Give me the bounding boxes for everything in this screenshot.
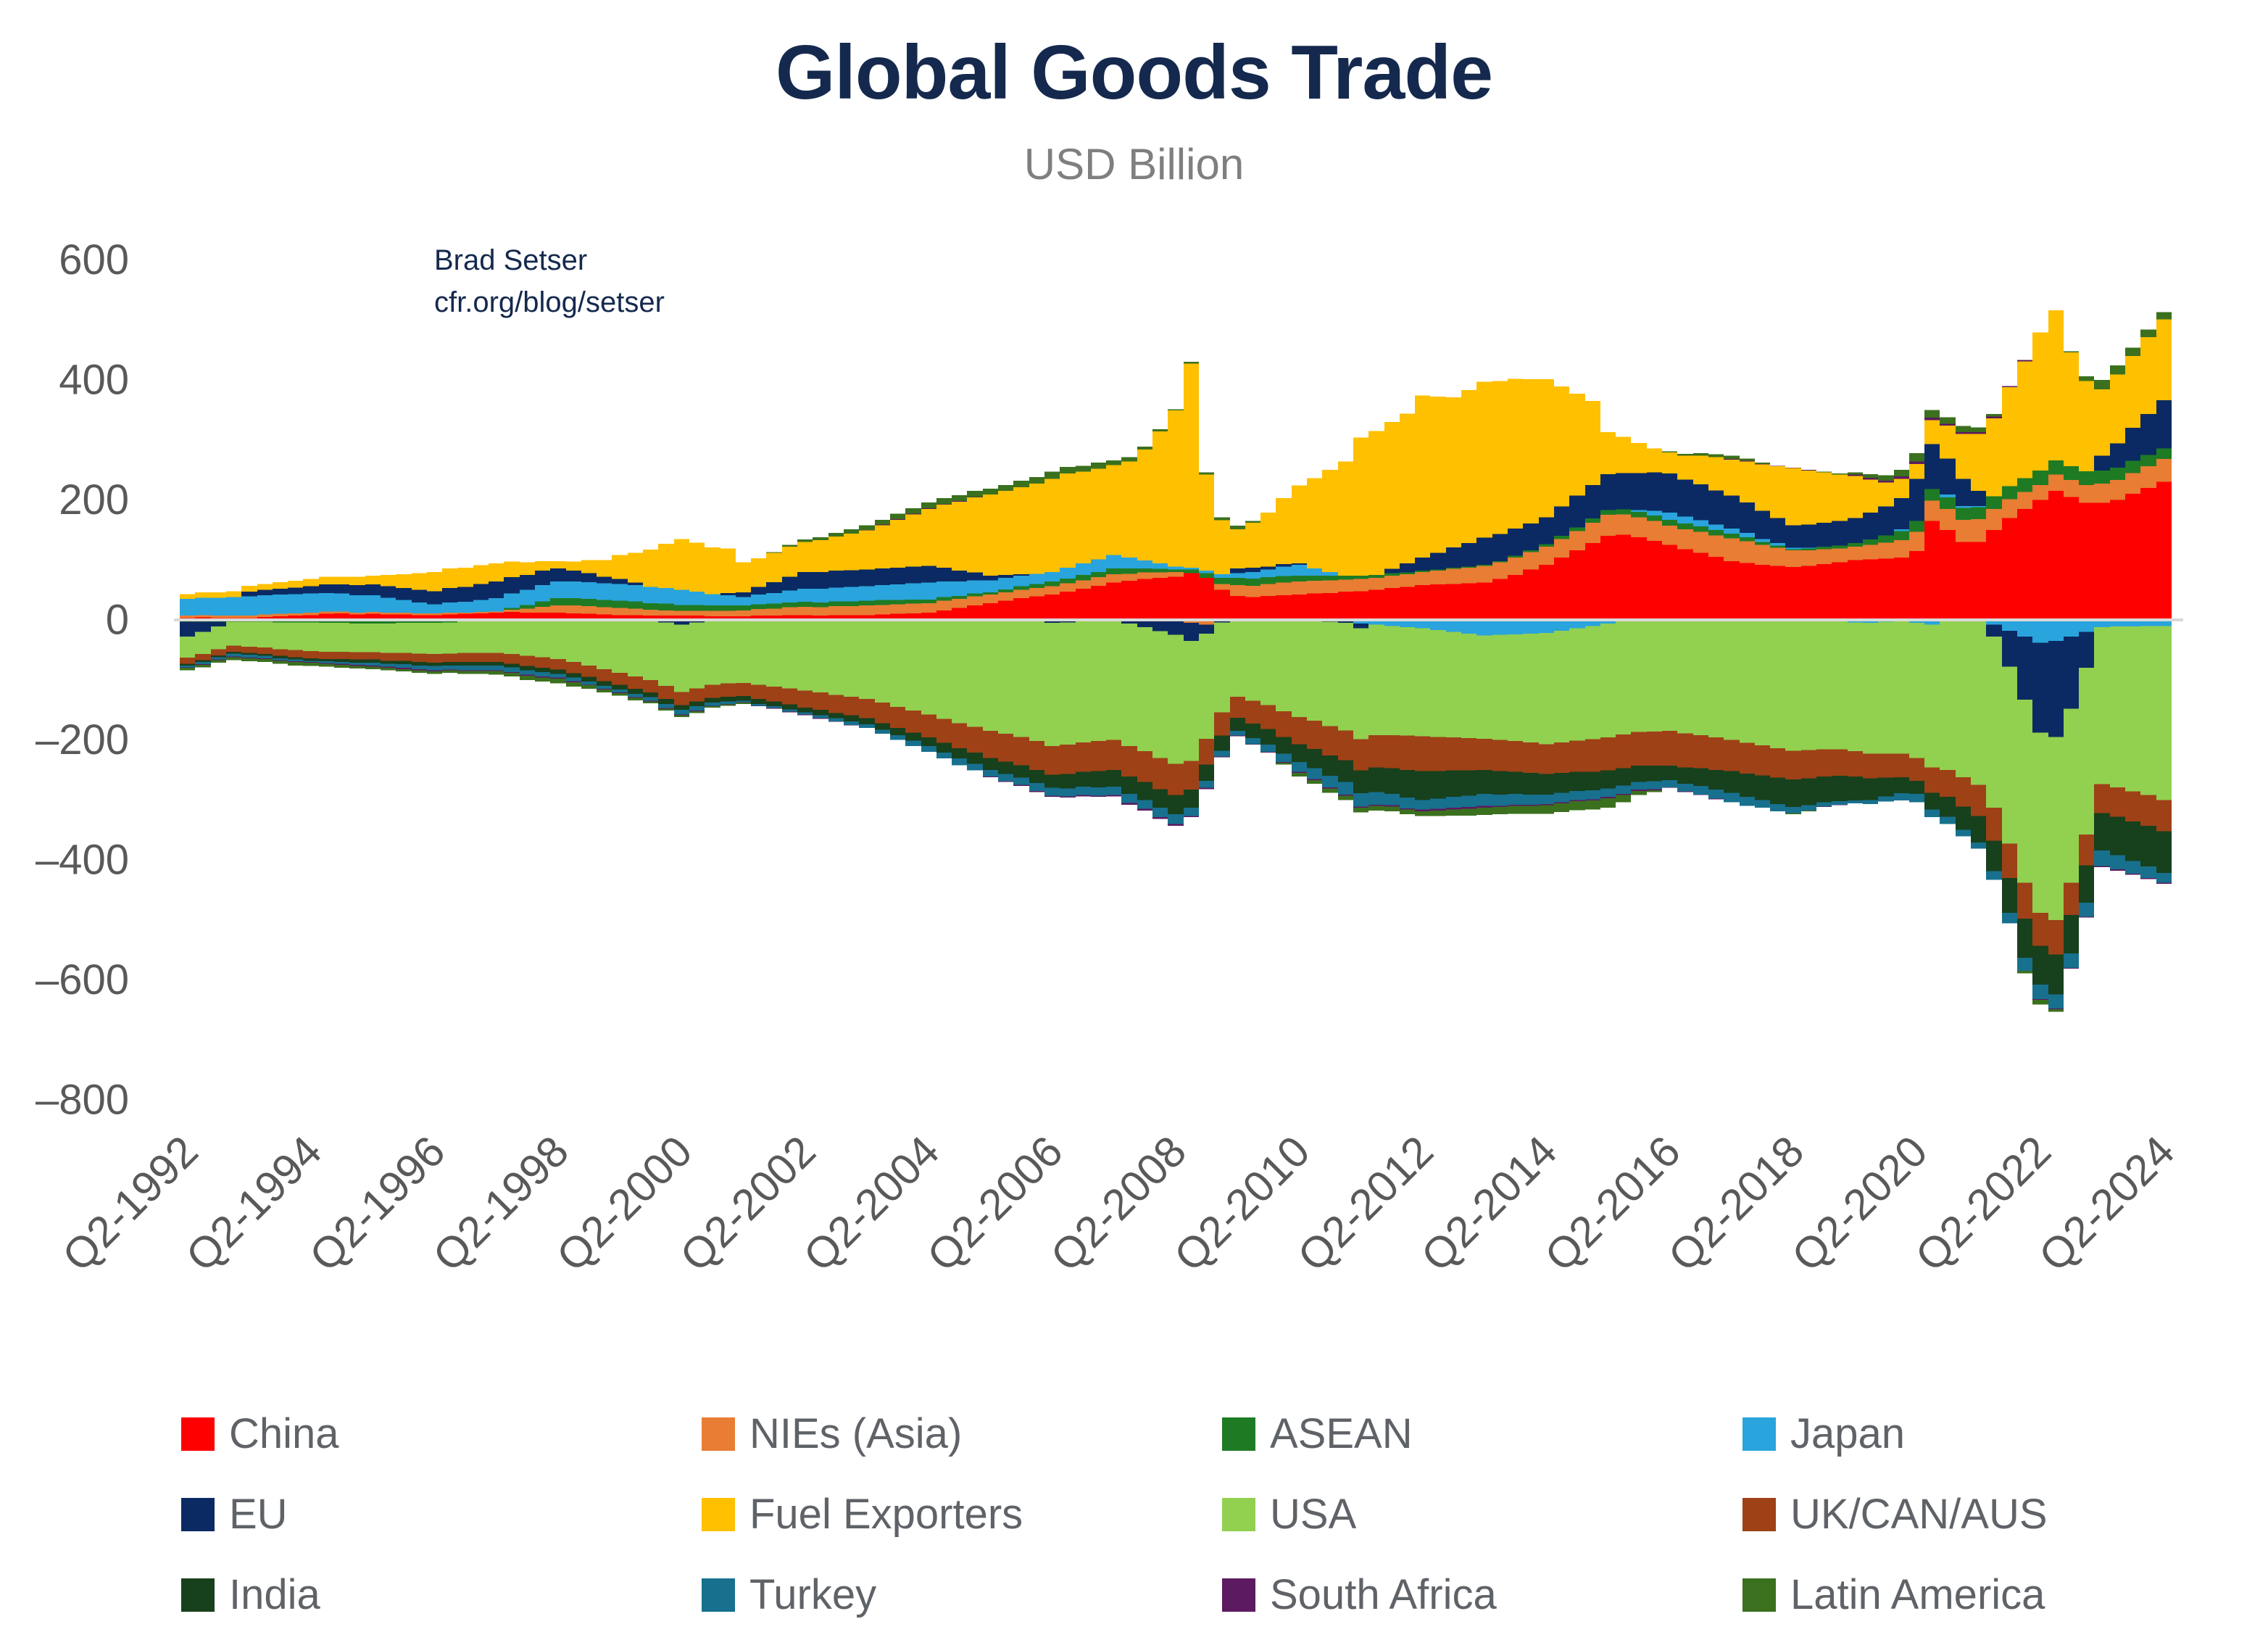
series-nies-asia- xyxy=(180,459,2172,625)
x-axis-labels: Q2-1992Q2-1994Q2-1996Q2-1998Q2-2000Q2-20… xyxy=(53,1127,2183,1280)
series-japan xyxy=(180,494,2172,643)
x-tick-label: Q2-2010 xyxy=(1165,1127,1318,1280)
x-tick-label: Q2-2016 xyxy=(1535,1127,1689,1280)
y-tick-label: 200 xyxy=(59,476,129,523)
legend-swatch xyxy=(1222,1497,1255,1531)
page-title: Global Goods Trade xyxy=(775,30,1493,115)
legend-item: Japan xyxy=(1742,1410,2261,1457)
legend-label: Turkey xyxy=(749,1571,877,1618)
legend-swatch xyxy=(702,1497,735,1531)
x-tick-label: Q2-2008 xyxy=(1042,1127,1195,1280)
legend-swatch xyxy=(181,1578,215,1612)
series-china xyxy=(180,481,2172,620)
series-usa xyxy=(180,620,2172,920)
legend-label: China xyxy=(229,1410,339,1457)
legend-label: Latin America xyxy=(1790,1571,2045,1618)
legend-item: ASEAN xyxy=(1222,1410,1742,1457)
y-tick-label: –200 xyxy=(36,716,129,763)
legend-item: UK/CAN/AUS xyxy=(1742,1491,2261,1538)
legend-swatch xyxy=(1742,1417,1776,1451)
legend-label: Fuel Exporters xyxy=(749,1491,1023,1538)
legend: China NIEs (Asia) ASEAN Japan EU Fuel Exporte… xyxy=(181,1394,2261,1635)
legend-swatch xyxy=(702,1417,735,1451)
x-tick-label: Q2-1996 xyxy=(300,1127,454,1280)
legend-swatch xyxy=(1222,1417,1255,1451)
y-tick-label: 0 xyxy=(106,597,129,644)
y-tick-label: –800 xyxy=(36,1077,129,1124)
x-tick-label: Q2-2022 xyxy=(1906,1127,2060,1280)
legend-item: USA xyxy=(1222,1491,1742,1538)
legend-item: Turkey xyxy=(702,1571,1222,1618)
series-uk-can-aus xyxy=(180,645,2172,955)
series-india xyxy=(180,651,2172,995)
legend-label: South Africa xyxy=(1270,1571,1497,1618)
legend-label: UK/CAN/AUS xyxy=(1790,1491,2048,1538)
series-fuel-exporters xyxy=(180,310,2172,600)
legend-item: NIEs (Asia) xyxy=(702,1410,1222,1457)
x-tick-label: Q2-2006 xyxy=(918,1127,1071,1280)
series-asean xyxy=(180,448,2172,624)
legend-label: India xyxy=(229,1571,320,1618)
legend-swatch xyxy=(1222,1578,1255,1612)
x-tick-label: Q2-2020 xyxy=(1782,1127,1936,1280)
legend-item: India xyxy=(181,1571,702,1618)
x-tick-label: Q2-2002 xyxy=(670,1127,824,1280)
x-tick-label: Q2-2000 xyxy=(547,1127,701,1280)
y-tick-label: –600 xyxy=(36,956,129,1003)
series-turkey xyxy=(180,653,2172,1009)
legend-item: China xyxy=(181,1410,702,1457)
x-tick-label: Q2-2024 xyxy=(2030,1127,2183,1280)
legend-item: Latin America xyxy=(1742,1571,2261,1618)
annotation-author: Brad Setser xyxy=(434,244,588,276)
annotation: Brad Setser cfr.org/blog/setser xyxy=(434,239,665,323)
annotation-url: cfr.org/blog/setser xyxy=(434,286,665,318)
legend-label: EU xyxy=(229,1491,288,1538)
series-latin-america xyxy=(180,312,2172,1012)
y-tick-label: 600 xyxy=(59,236,129,283)
y-tick-label: –400 xyxy=(36,837,129,884)
x-tick-label: Q2-1992 xyxy=(53,1127,207,1280)
legend-label: NIEs (Asia) xyxy=(749,1410,963,1457)
series-eu xyxy=(180,400,2172,737)
series-south-africa xyxy=(180,360,2172,1010)
legend-item: Fuel Exporters xyxy=(702,1491,1222,1538)
x-tick-label: Q2-2018 xyxy=(1659,1127,1813,1280)
x-tick-label: Q2-2014 xyxy=(1412,1127,1566,1280)
legend-label: USA xyxy=(1270,1491,1357,1538)
legend-item: South Africa xyxy=(1222,1571,1742,1618)
legend-item: EU xyxy=(181,1491,702,1538)
legend-swatch xyxy=(1742,1578,1776,1612)
legend-label: ASEAN xyxy=(1270,1410,1413,1457)
y-axis-labels: 600 400 200 0 –200 –400 –600 –800 xyxy=(36,236,129,1124)
legend-swatch xyxy=(181,1497,215,1531)
x-tick-label: Q2-1998 xyxy=(424,1127,578,1280)
x-tick-label: Q2-2004 xyxy=(794,1127,948,1280)
legend-swatch xyxy=(702,1578,735,1612)
legend-swatch xyxy=(1742,1497,1776,1531)
x-tick-label: Q2-2012 xyxy=(1289,1127,1442,1280)
page-subtitle: USD Billion xyxy=(1023,140,1245,189)
legend-swatch xyxy=(181,1417,215,1451)
y-tick-label: 400 xyxy=(59,357,129,404)
x-tick-label: Q2-1994 xyxy=(177,1127,331,1280)
legend-label: Japan xyxy=(1790,1410,1906,1457)
